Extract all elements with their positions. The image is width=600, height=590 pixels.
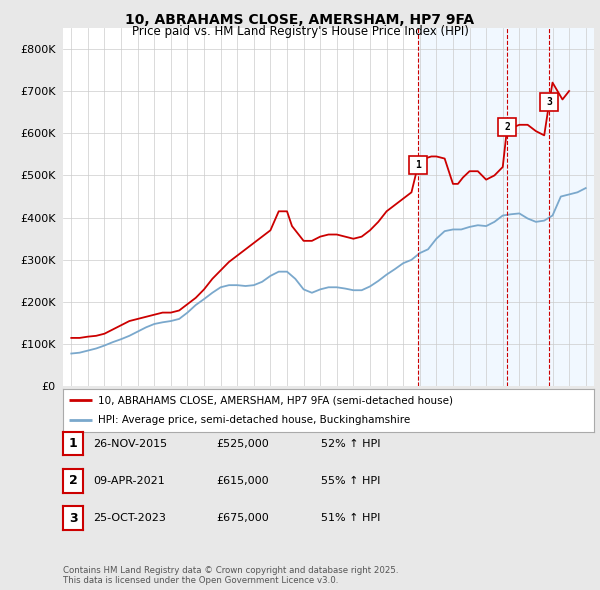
Text: 25-OCT-2023: 25-OCT-2023 [93,513,166,523]
Bar [418,28,507,386]
Text: 2: 2 [504,122,510,132]
Text: 3: 3 [547,97,553,107]
Text: £675,000: £675,000 [216,513,269,523]
Text: 10, ABRAHAMS CLOSE, AMERSHAM, HP7 9FA: 10, ABRAHAMS CLOSE, AMERSHAM, HP7 9FA [125,13,475,27]
Text: 55% ↑ HPI: 55% ↑ HPI [321,476,380,486]
Text: 2: 2 [69,474,77,487]
Text: 52% ↑ HPI: 52% ↑ HPI [321,439,380,448]
Text: Contains HM Land Registry data © Crown copyright and database right 2025.
This d: Contains HM Land Registry data © Crown c… [63,566,398,585]
Text: HPI: Average price, semi-detached house, Buckinghamshire: HPI: Average price, semi-detached house,… [98,415,410,425]
Text: 1: 1 [415,160,421,170]
Bar [507,28,550,386]
Text: £525,000: £525,000 [216,439,269,448]
Text: 10, ABRAHAMS CLOSE, AMERSHAM, HP7 9FA (semi-detached house): 10, ABRAHAMS CLOSE, AMERSHAM, HP7 9FA (s… [98,395,452,405]
Bar [550,28,594,386]
Text: 1: 1 [69,437,77,450]
Text: 09-APR-2021: 09-APR-2021 [93,476,165,486]
Text: 3: 3 [69,512,77,525]
Text: Price paid vs. HM Land Registry's House Price Index (HPI): Price paid vs. HM Land Registry's House … [131,25,469,38]
Text: £615,000: £615,000 [216,476,269,486]
Text: 26-NOV-2015: 26-NOV-2015 [93,439,167,448]
Text: 51% ↑ HPI: 51% ↑ HPI [321,513,380,523]
